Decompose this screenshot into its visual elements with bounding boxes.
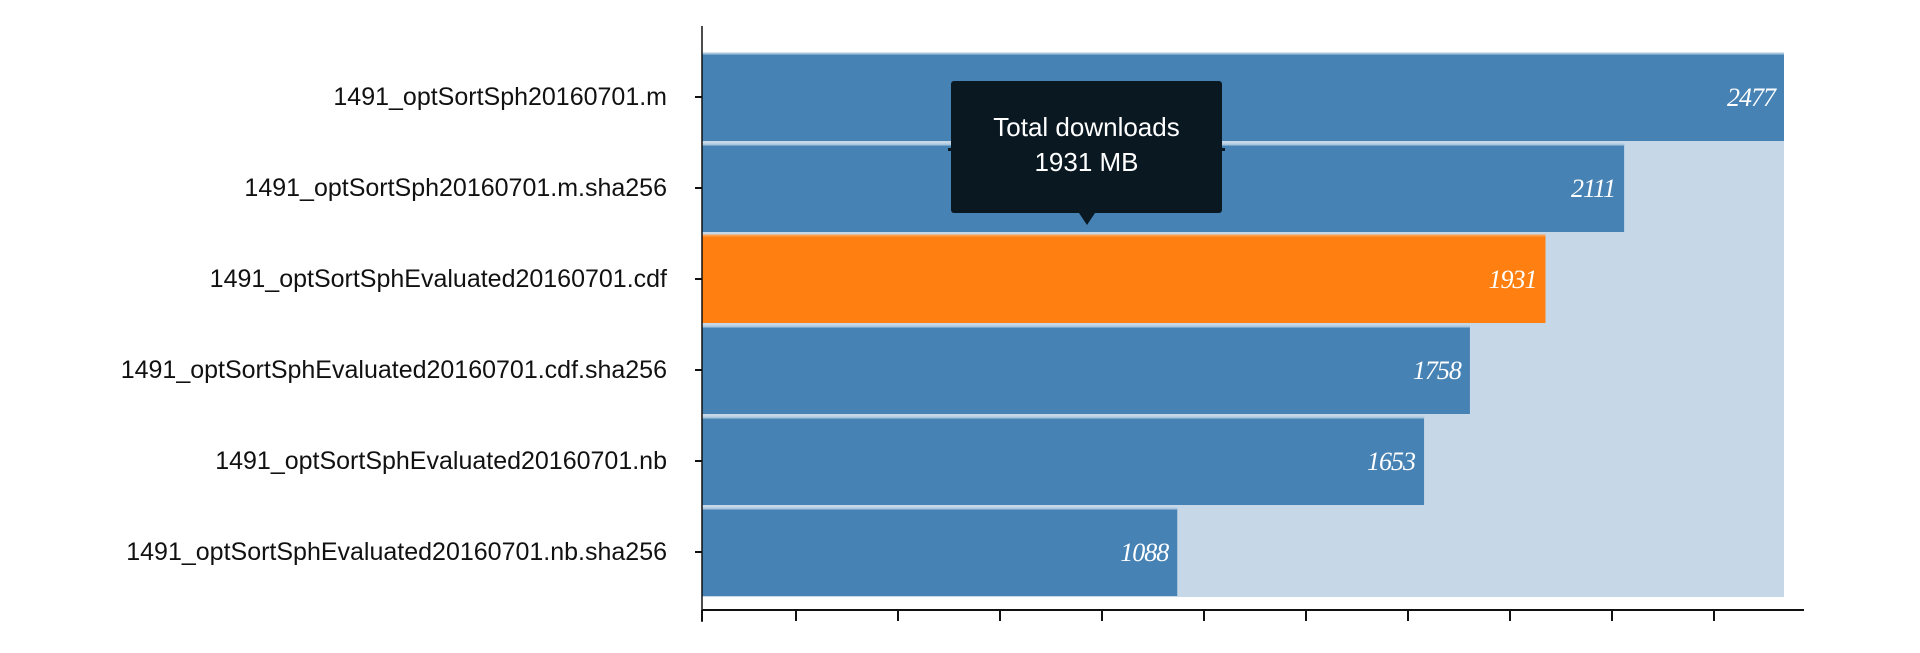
tooltip-right-notch (1215, 148, 1225, 151)
value-label: 2111 (1571, 174, 1615, 203)
value-label: 1653 (1367, 447, 1416, 476)
tooltip: Total downloads 1931 MB (948, 81, 1225, 225)
bar-highlighted[interactable] (702, 235, 1546, 323)
category-label: 1491_optSortSph20160701.m (333, 83, 667, 111)
value-label: 1758 (1413, 356, 1462, 385)
category-label: 1491_optSortSph20160701.m.sha256 (244, 174, 667, 202)
bar[interactable] (702, 53, 1784, 141)
value-label: 1088 (1120, 538, 1169, 567)
category-label: 1491_optSortSphEvaluated20160701.cdf.sha… (121, 356, 667, 384)
bar[interactable] (702, 417, 1425, 505)
category-label: 1491_optSortSphEvaluated20160701.nb (215, 447, 667, 475)
bar[interactable] (702, 508, 1178, 596)
value-label: 1931 (1488, 265, 1536, 294)
category-label: 1491_optSortSphEvaluated20160701.cdf (210, 265, 667, 293)
axes (695, 26, 1804, 622)
tooltip-pointer (1079, 213, 1095, 225)
category-labels: 1491_optSortSph20160701.m 1491_optSortSph… (121, 83, 667, 566)
bar[interactable] (702, 326, 1470, 414)
tooltip-value: 1931 MB (1034, 147, 1139, 177)
value-label: 2477 (1727, 83, 1777, 112)
tooltip-title: Total downloads (993, 112, 1180, 142)
tooltip-left-notch (948, 148, 958, 151)
category-label: 1491_optSortSphEvaluated20160701.nb.sha2… (126, 538, 667, 566)
